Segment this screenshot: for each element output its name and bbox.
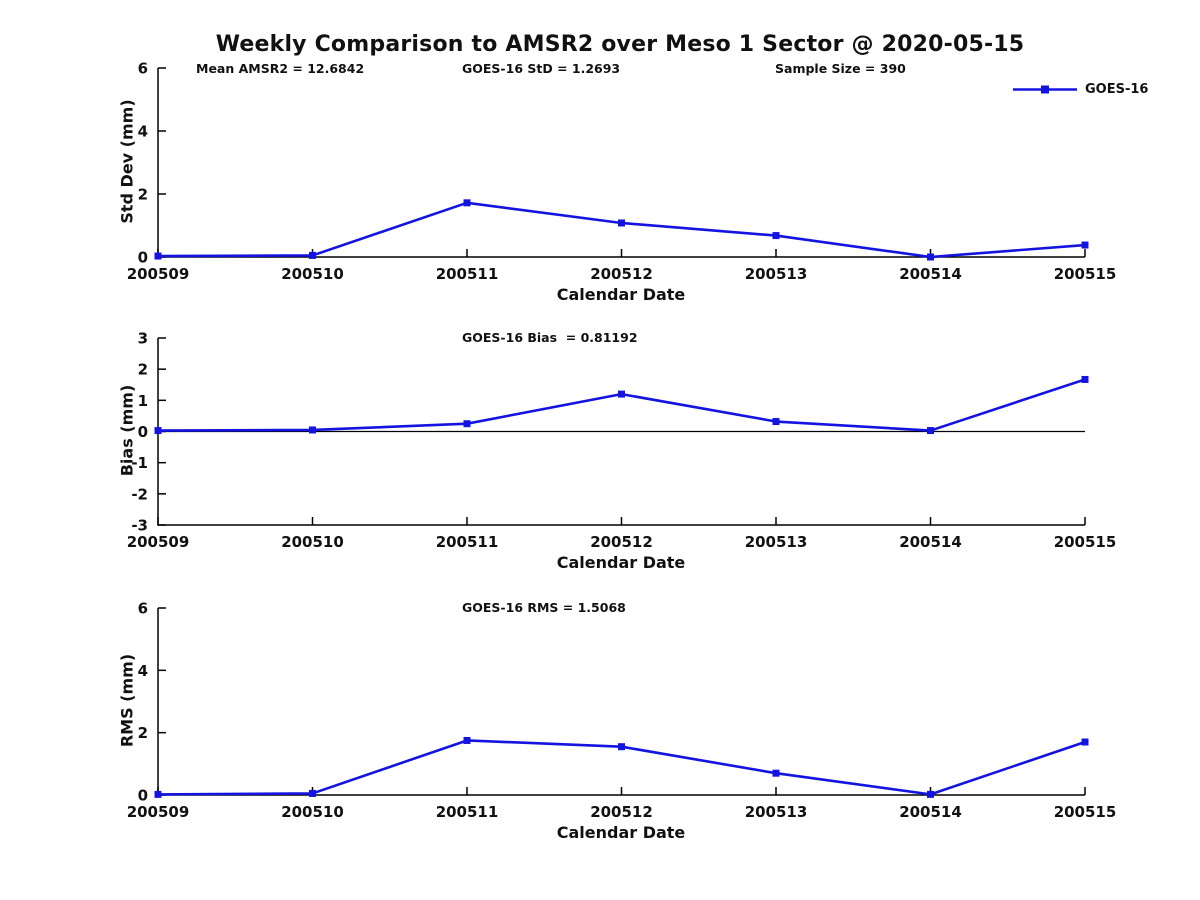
y-tick-label: 2 <box>138 361 148 379</box>
x-tick-label: 200512 <box>590 265 653 283</box>
series-marker <box>927 790 934 798</box>
y-tick-label: 2 <box>138 724 148 742</box>
x-tick-label: 200509 <box>127 265 190 283</box>
series-marker <box>463 736 471 744</box>
annotation-goes16-std: GOES-16 StD = 1.2693 <box>462 61 621 76</box>
legend-label: GOES-16 <box>1085 81 1149 97</box>
series-line <box>157 378 1086 432</box>
y-tick-label: 6 <box>138 60 148 78</box>
x-tick-label: 200511 <box>436 803 499 821</box>
ylabel-rms: RMS (mm) <box>117 653 137 748</box>
series-marker <box>309 426 316 434</box>
y-tick-label: 0 <box>138 423 148 441</box>
series-marker <box>618 219 625 227</box>
x-tick-label: 200515 <box>1054 803 1117 821</box>
y-tick-label: -1 <box>131 454 148 472</box>
x-tick-label: 200514 <box>899 533 962 551</box>
annotation-mean-amsr2: Mean AMSR2 = 12.6842 <box>196 61 365 76</box>
x-tick-label: 200515 <box>1054 533 1117 551</box>
y-tick-label: 4 <box>138 123 148 141</box>
xlabel-calendar-date-2: Calendar Date <box>556 553 686 572</box>
annotation-goes16-bias: GOES-16 Bias = 0.81192 <box>462 330 638 345</box>
series-marker <box>772 418 780 426</box>
series-marker <box>463 420 471 428</box>
x-tick-label: 200513 <box>745 265 808 283</box>
x-tick-label: 200514 <box>899 265 962 283</box>
series-marker <box>463 199 471 207</box>
series-marker <box>154 790 162 798</box>
x-tick-label: 200509 <box>127 803 190 821</box>
series-marker <box>154 427 162 435</box>
figure-title: Weekly Comparison to AMSR2 over Meso 1 S… <box>215 32 1025 57</box>
y-tick-label: 0 <box>138 787 148 805</box>
y-tick-label: 4 <box>138 662 148 680</box>
x-tick-label: 200512 <box>590 533 653 551</box>
legend-goes16: GOES-16 <box>1012 81 1148 97</box>
series-marker <box>772 232 780 240</box>
y-tick-label: 3 <box>138 330 148 348</box>
y-tick-label: -3 <box>131 517 148 535</box>
annotation-goes16-rms: GOES-16 RMS = 1.5068 <box>462 600 626 615</box>
x-tick-label: 200509 <box>127 533 190 551</box>
y-tick-label: 1 <box>138 392 148 410</box>
series-marker <box>1081 738 1089 746</box>
y-tick-label: -2 <box>131 485 148 503</box>
series-marker <box>927 253 934 261</box>
legend-marker-icon <box>1041 85 1049 93</box>
legend-line-sample <box>1013 85 1077 93</box>
x-tick-label: 200511 <box>436 265 499 283</box>
series-marker <box>1081 375 1089 383</box>
series-marker <box>772 769 780 777</box>
series-marker <box>618 390 625 398</box>
x-tick-label: 200510 <box>281 265 344 283</box>
x-tick-label: 200515 <box>1054 265 1117 283</box>
x-tick-label: 200513 <box>745 533 808 551</box>
series-marker <box>927 427 934 435</box>
x-tick-label: 200514 <box>899 803 962 821</box>
ylabel-stddev: Std Dev (mm) <box>117 99 137 224</box>
series-marker <box>618 743 625 751</box>
x-tick-label: 200513 <box>745 803 808 821</box>
y-tick-label: 6 <box>138 600 148 618</box>
x-tick-label: 200510 <box>281 533 344 551</box>
series-marker <box>1081 241 1089 249</box>
series-marker <box>309 251 316 259</box>
annotation-sample-size: Sample Size = 390 <box>775 61 906 76</box>
x-tick-label: 200510 <box>281 803 344 821</box>
axes-spines <box>157 608 1085 796</box>
x-tick-label: 200511 <box>436 533 499 551</box>
y-tick-label: 2 <box>138 186 148 204</box>
xlabel-calendar-date-1: Calendar Date <box>556 285 686 304</box>
ylabel-bias: Bias (mm) <box>117 384 137 477</box>
x-tick-label: 200512 <box>590 803 653 821</box>
y-tick-label: 0 <box>138 249 148 267</box>
xlabel-calendar-date-3: Calendar Date <box>556 823 686 842</box>
series-line <box>157 201 1086 259</box>
series-marker <box>309 789 316 797</box>
series-marker <box>154 252 162 260</box>
axes-spines <box>157 68 1085 258</box>
